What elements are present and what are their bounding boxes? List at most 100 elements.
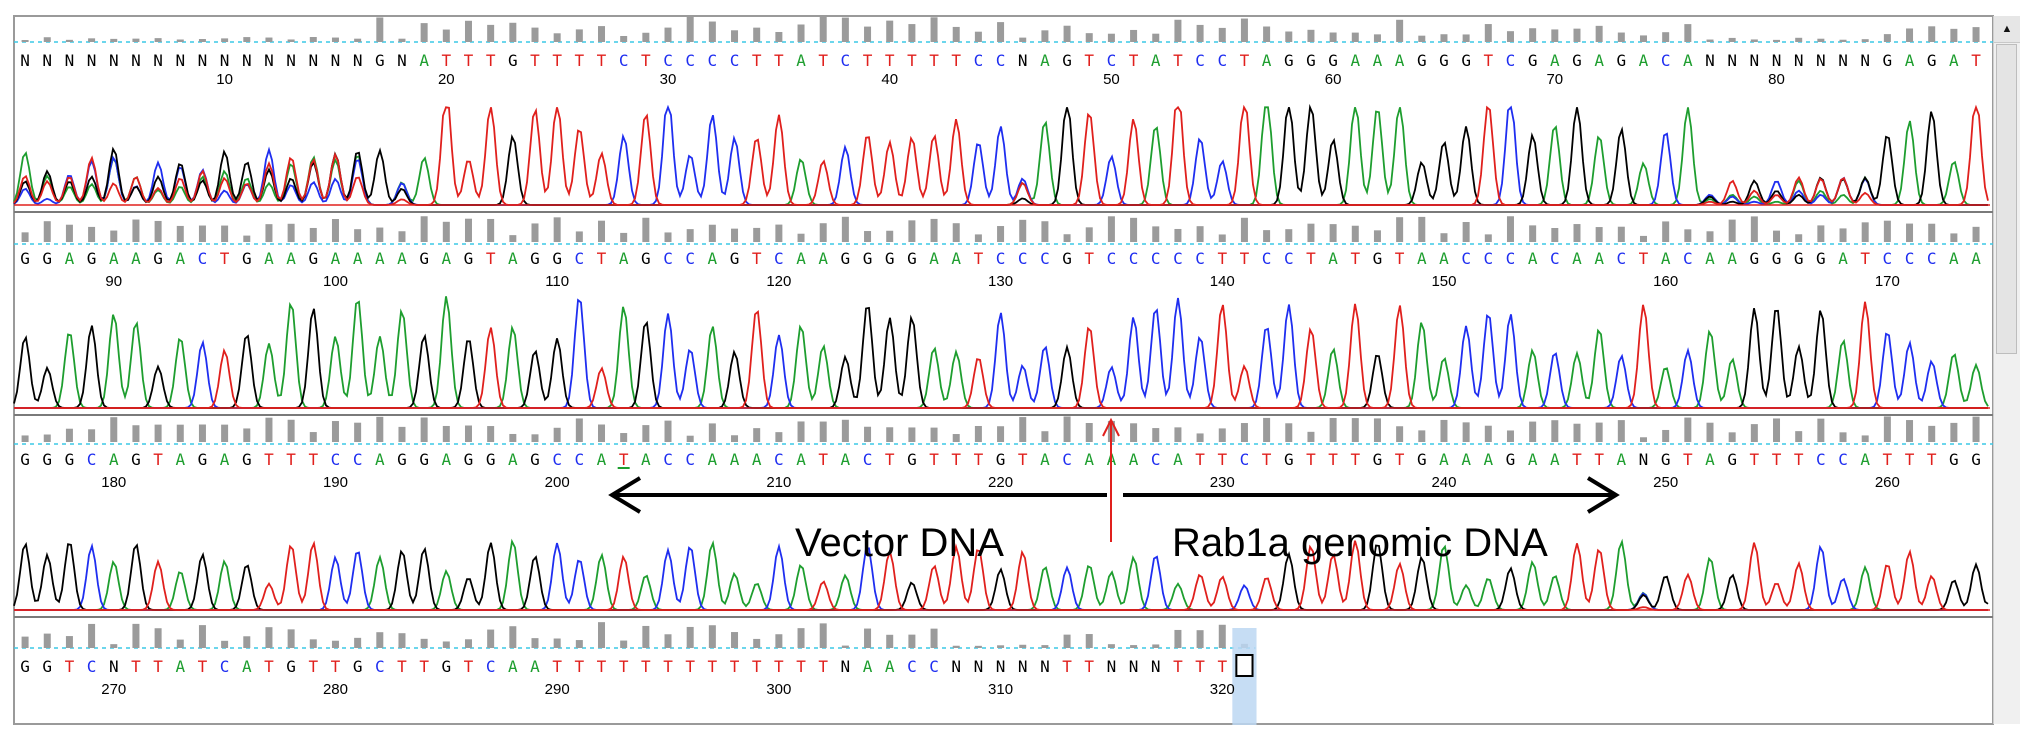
quality-bar xyxy=(221,424,229,442)
base-call: C xyxy=(996,249,1006,268)
quality-bar xyxy=(1196,226,1204,242)
quality-bar xyxy=(1861,39,1869,42)
base-call: A xyxy=(264,249,274,268)
quality-bar xyxy=(819,223,827,242)
vector-arrow-head xyxy=(608,476,642,514)
base-call: A xyxy=(1705,450,1715,469)
base-call: G xyxy=(730,249,740,268)
quality-bar xyxy=(841,216,849,242)
quality-bar xyxy=(65,636,73,648)
quality-bar xyxy=(1418,430,1426,442)
base-call: A xyxy=(1905,51,1915,70)
quality-bar xyxy=(642,625,650,648)
base-call: G xyxy=(1794,249,1804,268)
quality-bar xyxy=(1883,416,1891,442)
base-call: T xyxy=(1572,450,1582,469)
quality-bar xyxy=(575,640,583,648)
base-call: T xyxy=(818,51,828,70)
quality-bar xyxy=(1551,29,1559,42)
quality-bar xyxy=(88,38,96,42)
quality-bar xyxy=(930,218,938,242)
quality-bar xyxy=(908,427,916,442)
position-tick: 160 xyxy=(1653,273,1678,290)
base-call: C xyxy=(1506,249,1516,268)
base-call: C xyxy=(220,657,230,676)
quality-bar xyxy=(176,39,184,42)
base-call: G xyxy=(65,450,75,469)
quality-bar xyxy=(1152,428,1160,442)
base-call: N xyxy=(1151,657,1161,676)
base-call: T xyxy=(885,450,895,469)
quality-bar xyxy=(864,426,872,442)
quality-bar xyxy=(176,424,184,442)
base-call: T xyxy=(1395,249,1405,268)
quality-bar xyxy=(420,638,428,648)
base-call: A xyxy=(109,249,119,268)
base-call: A xyxy=(375,249,385,268)
selected-base-box[interactable] xyxy=(1235,654,1254,677)
quality-bar xyxy=(1085,634,1093,648)
base-call: C xyxy=(353,450,363,469)
base-call: A xyxy=(419,51,429,70)
quality-bar xyxy=(487,218,495,242)
quality-bar xyxy=(1906,420,1914,442)
quality-bar xyxy=(1263,417,1271,442)
quality-bar xyxy=(1617,32,1625,42)
base-call: T xyxy=(885,51,895,70)
trace-c xyxy=(14,297,1988,409)
quality-bar xyxy=(1130,29,1138,42)
base-call: T xyxy=(619,450,629,469)
quality-bar xyxy=(331,421,339,442)
quality-bar xyxy=(952,26,960,42)
base-call: C xyxy=(730,51,740,70)
base-call: C xyxy=(87,657,97,676)
quality-bar xyxy=(1773,39,1781,42)
base-call: C xyxy=(841,51,851,70)
base-call: G xyxy=(242,249,252,268)
base-call: A xyxy=(508,249,518,268)
base-call: T xyxy=(1129,51,1139,70)
base-call: A xyxy=(619,249,629,268)
base-call: A xyxy=(1040,450,1050,469)
base-call: G xyxy=(419,450,429,469)
base-call: T xyxy=(663,657,673,676)
quality-bar xyxy=(243,428,251,442)
base-call: A xyxy=(1084,450,1094,469)
base-call: A xyxy=(597,450,607,469)
quality-bar xyxy=(221,640,229,648)
position-tick: 300 xyxy=(766,681,791,698)
base-call: G xyxy=(508,51,518,70)
quality-bar xyxy=(1152,644,1160,648)
quality-bar xyxy=(354,637,362,648)
base-call: A xyxy=(175,249,185,268)
quality-bar xyxy=(43,221,51,242)
quality-bar xyxy=(819,16,827,42)
quality-bar xyxy=(1883,220,1891,242)
quality-bar xyxy=(354,422,362,442)
base-call: T xyxy=(1217,249,1227,268)
base-call: G xyxy=(1284,51,1294,70)
base-call: A xyxy=(286,249,296,268)
quality-bar xyxy=(886,20,894,42)
trace-t xyxy=(13,104,1989,206)
base-call: T xyxy=(907,51,917,70)
base-call: G xyxy=(20,450,30,469)
quality-bar xyxy=(1573,224,1581,242)
base-call: G xyxy=(464,450,474,469)
base-call: C xyxy=(708,51,718,70)
position-tick: 80 xyxy=(1768,71,1785,88)
scroll-up-button[interactable]: ▲ xyxy=(1994,16,2020,43)
vertical-scrollbar[interactable]: ▲ xyxy=(1993,16,2020,724)
quality-bar xyxy=(642,32,650,42)
base-call: A xyxy=(1151,51,1161,70)
scroll-thumb[interactable] xyxy=(1996,44,2017,354)
quality-bar xyxy=(1085,423,1093,442)
quality-bar xyxy=(243,37,251,42)
quality-bar xyxy=(509,22,517,42)
quality-bar xyxy=(442,29,450,42)
base-call: N xyxy=(951,657,961,676)
quality-bar xyxy=(1373,418,1381,442)
base-call: A xyxy=(1550,450,1560,469)
quality-bar xyxy=(686,229,694,242)
